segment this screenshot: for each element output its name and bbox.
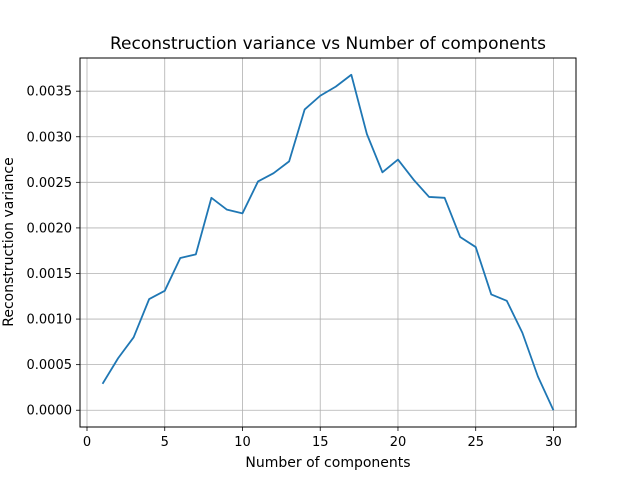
y-tick-label: 0.0035 [27,85,73,100]
y-tick-label: 0.0010 [27,313,73,328]
x-tick-label: 15 [312,435,329,450]
plot-frame [79,57,577,428]
y-tick-label: 0.0020 [27,221,73,236]
y-tick-label: 0.0005 [27,358,73,373]
ticks: 0 5 10 15 20 25 30 0.0000 0.0005 0.0010 0.0015 0.00… [27,85,562,450]
x-tick-label: 20 [390,435,407,450]
x-axis-label: Number of components [245,455,410,471]
series-line [101,73,555,411]
y-tick-label: 0.0030 [27,130,73,145]
y-axis-label: Reconstruction variance [1,157,17,327]
x-tick-label: 5 [161,435,169,450]
x-tick-label: 0 [83,435,91,450]
y-tick-label: 0.0000 [27,404,73,419]
chart-title: Reconstruction variance vs Number of com… [110,34,546,54]
y-tick-label: 0.0025 [27,176,73,191]
y-tick-label: 0.0015 [27,267,73,282]
x-tick-label: 25 [467,435,484,450]
x-tick-label: 10 [234,435,251,450]
series-layer [101,73,555,411]
x-tick-label: 30 [545,435,562,450]
